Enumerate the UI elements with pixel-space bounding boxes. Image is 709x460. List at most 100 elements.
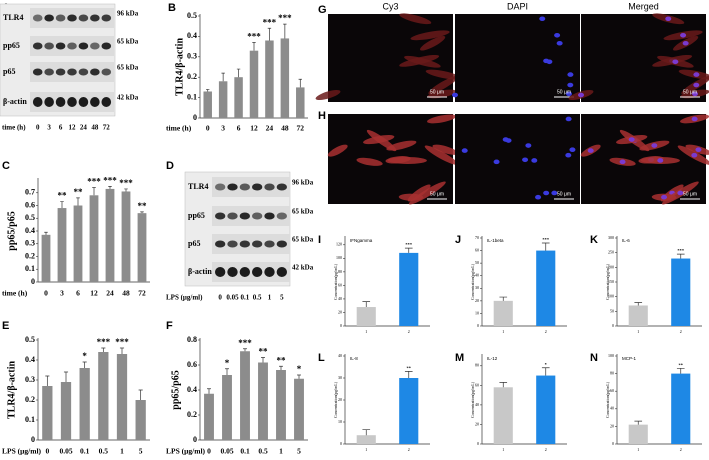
bar bbox=[249, 50, 259, 118]
bar bbox=[218, 81, 228, 118]
blot-band bbox=[251, 212, 263, 220]
blot-strip bbox=[212, 206, 290, 226]
nucleus bbox=[502, 137, 509, 142]
y-tick-label: 0.1 bbox=[25, 264, 35, 273]
x-tick-label: 5 bbox=[139, 447, 143, 456]
error-bar bbox=[140, 211, 144, 214]
y-tick-label: 40 bbox=[475, 273, 479, 278]
x-tick-label: 2 bbox=[408, 329, 410, 334]
scale-bar-label: 50 μm bbox=[683, 191, 697, 197]
y-axis-label: Concentration(pg/mL) bbox=[605, 263, 610, 300]
error-bar bbox=[499, 296, 508, 301]
nucleus bbox=[543, 190, 550, 196]
x-tick-label: 12 bbox=[90, 289, 98, 298]
y-tick-label: 0.6 bbox=[25, 200, 35, 209]
micrograph bbox=[455, 14, 580, 102]
blot-band bbox=[67, 97, 77, 107]
blot-size-label: 65 kDa bbox=[292, 208, 314, 216]
blot-size-label: 42 kDa bbox=[117, 94, 139, 102]
chart-title: IL-1beta bbox=[487, 238, 504, 243]
blot-size-label: 96 kDa bbox=[292, 179, 314, 187]
cell-body bbox=[427, 114, 457, 124]
blot-band bbox=[214, 240, 226, 248]
significance-label: ** bbox=[277, 355, 287, 365]
blot-band bbox=[214, 267, 226, 277]
cell-body bbox=[387, 156, 427, 164]
blot-band bbox=[32, 68, 43, 76]
error-bar bbox=[44, 231, 48, 235]
bar bbox=[204, 393, 214, 440]
blot-row-label: β-actin bbox=[188, 267, 212, 276]
y-tick-label: 80 bbox=[475, 363, 479, 368]
y-tick-label: 40 bbox=[338, 353, 342, 358]
x-tick-label: 0.05 bbox=[220, 447, 233, 456]
lane-label: 0 bbox=[36, 124, 40, 132]
bar bbox=[294, 378, 304, 440]
cell-body bbox=[386, 140, 417, 151]
blot-band bbox=[239, 212, 251, 220]
y-tick-label: 40 bbox=[475, 402, 479, 407]
error-bar bbox=[267, 27, 272, 41]
x-tick-label: 6 bbox=[76, 289, 80, 298]
significance-label: *** bbox=[87, 177, 101, 187]
bar bbox=[276, 370, 286, 440]
y-tick-label: 60 bbox=[610, 388, 614, 393]
bar bbox=[628, 424, 648, 444]
y-tick-label: 0.5 bbox=[187, 11, 197, 20]
nucleus bbox=[567, 72, 574, 77]
blot-band bbox=[55, 42, 66, 50]
blot-band bbox=[67, 68, 77, 76]
significance-label: ** bbox=[58, 191, 68, 201]
blot-band bbox=[264, 267, 275, 277]
x-tick-label: 72 bbox=[297, 124, 305, 133]
panel-label: E bbox=[2, 320, 9, 332]
nucleus bbox=[677, 190, 684, 196]
y-tick-label: 0.3 bbox=[187, 52, 197, 61]
blot-band bbox=[101, 97, 112, 107]
nucleus bbox=[665, 16, 672, 22]
y-tick-label: 0 bbox=[612, 441, 614, 446]
error-bar bbox=[225, 368, 229, 375]
bar bbox=[137, 213, 147, 282]
y-tick-label: 100 bbox=[336, 255, 342, 260]
error-bar bbox=[92, 187, 96, 196]
blot-band bbox=[227, 240, 238, 248]
blot-band bbox=[264, 183, 275, 191]
blot-band bbox=[90, 14, 100, 22]
blot-band bbox=[264, 240, 275, 248]
y-tick-label: 0 bbox=[193, 113, 197, 122]
blot-band bbox=[276, 240, 288, 248]
lane-axis-label: time (h) bbox=[2, 124, 26, 132]
y-tick-label: 30 bbox=[338, 375, 342, 380]
y-axis-label: Concentration(pg/mL) bbox=[470, 381, 475, 418]
blot-row-label: pp65 bbox=[3, 41, 20, 50]
blot-band bbox=[32, 14, 43, 22]
error-bar bbox=[221, 72, 225, 82]
y-tick-label: 0.1 bbox=[187, 92, 197, 101]
error-bar bbox=[541, 367, 550, 376]
y-tick-label: 0.7 bbox=[25, 188, 35, 197]
blot-band bbox=[55, 97, 66, 107]
y-tick-label: 0 bbox=[193, 435, 197, 444]
y-tick-label: 150 bbox=[608, 279, 614, 284]
error-bar bbox=[138, 389, 143, 400]
significance-label: *** bbox=[119, 178, 133, 188]
cell-body bbox=[327, 144, 348, 157]
blot-size-label: 96 kDa bbox=[117, 10, 139, 18]
blot-band bbox=[90, 97, 100, 107]
blot-band bbox=[101, 68, 112, 76]
blot-band bbox=[78, 97, 89, 107]
bar bbox=[356, 307, 376, 326]
chart-title: IL-6 bbox=[622, 238, 630, 243]
blot-size-label: 65 kDa bbox=[117, 64, 139, 72]
y-axis-label: Concentration(pg/mL) bbox=[333, 381, 338, 418]
y-tick-label: 10 bbox=[475, 310, 479, 315]
error-bar bbox=[101, 347, 106, 352]
y-tick-label: 60 bbox=[475, 382, 479, 387]
error-bar bbox=[676, 253, 685, 259]
significance-label: *** bbox=[542, 237, 550, 242]
nucleus bbox=[546, 59, 553, 65]
bar bbox=[89, 195, 99, 282]
lane-label: 12 bbox=[69, 124, 77, 132]
